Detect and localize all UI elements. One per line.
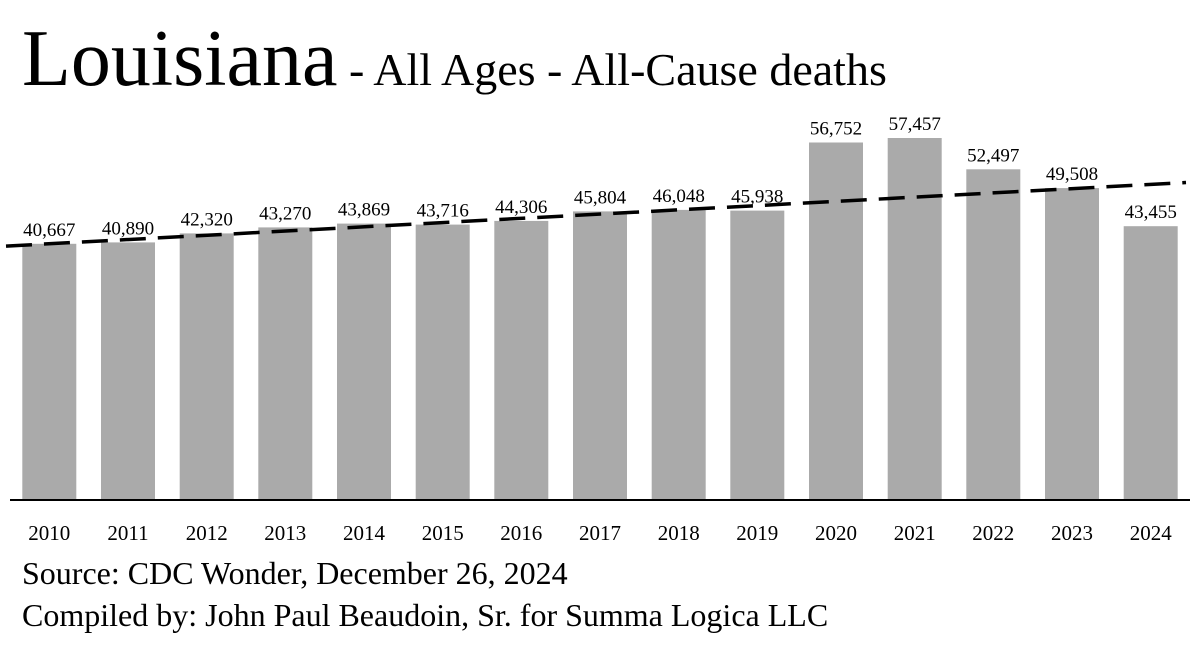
bar-2011 [101, 242, 155, 500]
chart-title: Louisiana - All Ages - All-Cause deaths [22, 4, 887, 125]
bar-2024 [1123, 226, 1178, 500]
x-tick-label-2013: 2013 [264, 521, 306, 545]
x-tick-label-2017: 2017 [579, 521, 621, 545]
trend-line [5, 180, 1187, 248]
value-label-2023: 49,508 [1046, 164, 1098, 185]
value-label-2022: 52,497 [967, 145, 1019, 166]
x-tick-label-2023: 2023 [1051, 521, 1093, 545]
chart-title-main: Louisiana [22, 15, 338, 103]
x-tick-label-2015: 2015 [422, 521, 464, 545]
bar-2013 [258, 227, 313, 500]
value-label-2021: 57,457 [889, 114, 941, 135]
value-label-2024: 43,455 [1125, 202, 1177, 223]
compiled-by-note: Compiled by: John Paul Beaudoin, Sr. for… [22, 597, 829, 633]
value-label-2019: 45,938 [731, 187, 783, 208]
x-tick-label-2010: 2010 [28, 521, 70, 545]
x-tick-label-2021: 2021 [894, 521, 936, 545]
x-tick-label-2012: 2012 [186, 521, 228, 545]
bar-2021 [887, 138, 942, 500]
value-label-2010: 40,667 [23, 220, 75, 241]
bar-2012 [179, 233, 234, 500]
value-label-2018: 46,048 [653, 186, 705, 207]
x-tick-label-2022: 2022 [972, 521, 1014, 545]
x-tick-label-2016: 2016 [500, 521, 542, 545]
x-tick-label-2024: 2024 [1130, 521, 1173, 545]
chart-title-sub: - All Ages - All-Cause deaths [337, 44, 887, 95]
bar-2015 [415, 224, 470, 500]
value-label-2014: 43,869 [338, 200, 390, 221]
x-tick-label-2019: 2019 [736, 521, 778, 545]
bar-2020 [809, 142, 863, 500]
bar-2022 [966, 169, 1021, 501]
bar-2014 [337, 223, 391, 500]
bar-2019 [730, 210, 785, 500]
bar-2016 [494, 220, 549, 500]
x-tick-label-2020: 2020 [815, 521, 857, 545]
value-label-2016: 44,306 [495, 197, 547, 218]
bar-2010 [22, 243, 77, 501]
value-label-2011: 40,890 [102, 218, 154, 239]
bar-2017 [573, 211, 627, 500]
value-label-2020: 56,752 [810, 119, 862, 140]
value-label-2015: 43,716 [417, 201, 469, 222]
source-note: Source: CDC Wonder, December 26, 2024 [22, 555, 568, 591]
bar-2018 [651, 209, 706, 500]
x-tick-label-2014: 2014 [343, 521, 386, 545]
bar-2023 [1045, 188, 1099, 500]
x-tick-label-2018: 2018 [658, 521, 700, 545]
value-label-2013: 43,270 [259, 203, 311, 224]
x-tick-label-2011: 2011 [107, 521, 148, 545]
value-label-2017: 45,804 [574, 187, 627, 208]
value-label-2012: 42,320 [181, 209, 233, 230]
